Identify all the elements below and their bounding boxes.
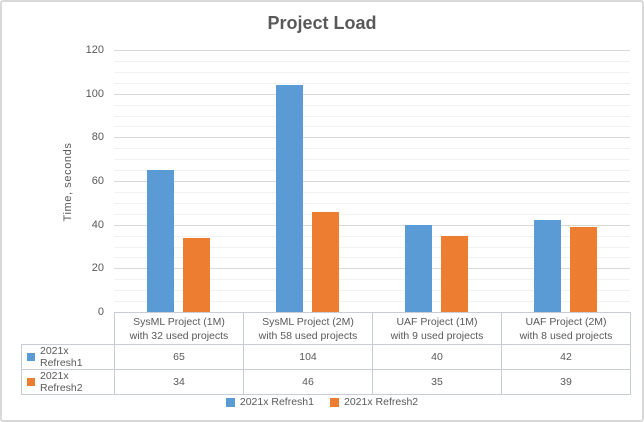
bar-group	[114, 50, 243, 312]
category-header-cell: UAF Project (1M) with 9 used projects	[372, 312, 502, 345]
minor-gridline	[114, 126, 630, 127]
minor-gridline	[114, 116, 630, 117]
minor-gridline	[114, 159, 630, 160]
table-corner-cell	[22, 313, 115, 345]
minor-gridline	[114, 301, 630, 302]
minor-gridline	[114, 257, 630, 258]
value-cell: 34	[114, 369, 244, 395]
value-cell: 65	[114, 344, 244, 370]
major-gridline	[114, 50, 630, 51]
category-header-cell: SysML Project (1M) with 32 used projects	[114, 312, 244, 345]
series-row-label: 2021x Refresh1	[21, 344, 115, 370]
y-tick-label: 100	[85, 88, 104, 100]
major-gridline	[114, 181, 630, 182]
minor-gridline	[114, 148, 630, 149]
bar-series-container	[114, 50, 630, 312]
bar-group	[501, 50, 630, 312]
bar-2021x-refresh1-cat1	[276, 85, 303, 312]
table-header-row: SysML Project (1M) with 32 used projects…	[22, 312, 631, 345]
bar-2021x-refresh1-cat3	[534, 220, 561, 312]
legend-item-refresh1: 2021x Refresh1	[225, 396, 314, 408]
series-key-swatch-refresh2	[27, 378, 35, 386]
category-header-cell: SysML Project (2M) with 58 used projects	[243, 312, 373, 345]
bar-group	[372, 50, 501, 312]
value-cell: 42	[501, 344, 631, 370]
minor-gridline	[114, 72, 630, 73]
bar-2021x-refresh2-cat0	[183, 238, 210, 312]
y-tick-label: 60	[91, 175, 104, 187]
category-label-line: with 9 used projects	[390, 329, 484, 342]
y-axis-tick-labels: 0 20 40 60 80 100 120	[58, 44, 104, 318]
bar-2021x-refresh1-cat2	[405, 225, 432, 312]
major-gridline	[114, 137, 630, 138]
series-key-swatch-refresh1	[27, 353, 35, 361]
value-cell: 40	[372, 344, 502, 370]
value-cell: 104	[243, 344, 373, 370]
bar-group	[243, 50, 372, 312]
value-cell: 46	[243, 369, 373, 395]
y-tick-label: 40	[91, 219, 104, 231]
minor-gridline	[114, 170, 630, 171]
table-row-refresh2: 2021x Refresh2 34 46 35 39	[21, 369, 631, 395]
legend: 2021x Refresh1 2021x Refresh2	[2, 396, 642, 408]
series-row-label: 2021x Refresh2	[21, 369, 115, 395]
category-label-line: SysML Project (2M)	[262, 315, 354, 328]
y-tick-label: 80	[91, 131, 104, 143]
category-label-line: with 32 used projects	[129, 329, 229, 342]
table-row-refresh1: 2021x Refresh1 65 104 40 42	[21, 344, 631, 370]
bar-2021x-refresh1-cat0	[147, 170, 174, 312]
minor-gridline	[114, 236, 630, 237]
category-label-line: with 8 used projects	[519, 329, 613, 342]
legend-key-icon	[330, 397, 339, 407]
y-tick-label: 20	[91, 262, 104, 274]
category-label-line: UAF Project (1M)	[396, 315, 478, 328]
bar-2021x-refresh2-cat3	[570, 227, 597, 312]
value-cell: 39	[501, 369, 631, 395]
bar-2021x-refresh2-cat2	[441, 236, 468, 312]
legend-key-icon	[225, 397, 235, 407]
minor-gridline	[114, 290, 630, 291]
legend-item-refresh2: 2021x Refresh2	[330, 396, 418, 408]
minor-gridline	[114, 192, 630, 193]
series-name: 2021x Refresh1	[40, 345, 83, 369]
minor-gridline	[114, 247, 630, 248]
minor-gridline	[114, 83, 630, 84]
minor-gridline	[114, 61, 630, 62]
legend-label: 2021x Refresh1	[239, 396, 314, 408]
minor-gridline	[114, 105, 630, 106]
category-header-cell: UAF Project (2M) with 8 used projects	[501, 312, 631, 345]
y-tick-label: 0	[97, 306, 104, 318]
data-table: SysML Project (1M) with 32 used projects…	[21, 312, 631, 395]
major-gridline	[114, 225, 630, 226]
series-name: 2021x Refresh2	[40, 370, 83, 394]
major-gridline	[114, 94, 630, 95]
plot-area	[114, 50, 630, 312]
category-label-line: UAF Project (2M)	[525, 315, 607, 328]
minor-gridline	[114, 279, 630, 280]
chart-title: Project Load	[267, 13, 377, 33]
value-cell: 35	[372, 369, 502, 395]
category-label-line: with 58 used projects	[258, 329, 358, 342]
bar-2021x-refresh2-cat1	[312, 212, 339, 312]
major-gridline	[114, 268, 630, 269]
category-label-line: SysML Project (1M)	[133, 315, 225, 328]
y-tick-label: 120	[85, 44, 104, 56]
legend-label: 2021x Refresh2	[344, 396, 419, 408]
minor-gridline	[114, 203, 630, 204]
minor-gridline	[114, 214, 630, 215]
